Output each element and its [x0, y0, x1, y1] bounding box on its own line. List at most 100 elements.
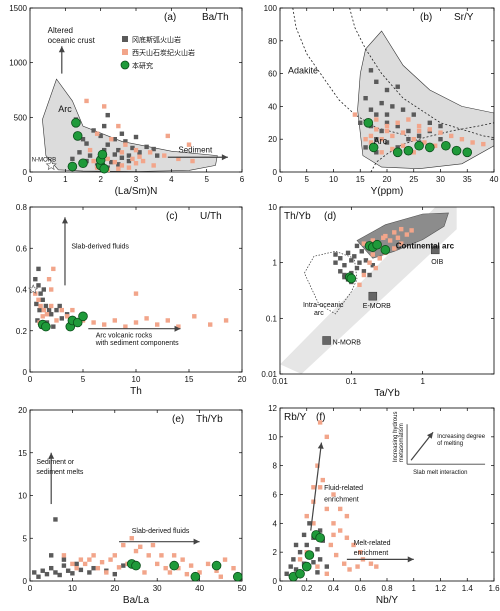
gangdese-arc-point	[51, 324, 56, 329]
gangdese-arc-point	[112, 152, 117, 157]
west-tianshan-point	[38, 303, 43, 309]
panel-f-data	[284, 420, 379, 582]
gangdese-arc-point	[130, 145, 135, 151]
panel-d-ytick-label: 10	[268, 203, 277, 212]
gangdese-arc-point	[288, 564, 293, 569]
gangdese-arc-point	[395, 84, 400, 89]
panel-e-xtick-label: 40	[195, 584, 204, 593]
gangdese-arc-point	[105, 142, 110, 147]
west-tianshan-point	[41, 307, 46, 313]
panel-f-xtick-label: 1.6	[488, 584, 500, 593]
panel-f-ytick-label: 8	[273, 462, 278, 471]
melt-enrichment-label: Melt-related	[354, 540, 391, 547]
gangdese-arc-point	[311, 560, 316, 565]
panel-b-xtick-label: 25	[409, 175, 418, 184]
west-tianshan-point	[406, 117, 411, 122]
panel-d: 0.01 0.1 1 0.01 0.1 1 10 Ta/Yb (d) Th/Yb OIB E-MORB…	[261, 203, 495, 399]
arc-sediment-label: Arc volcanic rocks	[96, 332, 153, 339]
west-tianshan-point	[297, 557, 303, 562]
panel-b-xtick-label: 0	[278, 175, 283, 184]
west-tianshan-point	[374, 127, 379, 132]
west-tianshan-point	[105, 156, 110, 162]
sediment-label: Sediment	[178, 145, 213, 154]
panel-d-xtick-label: 1	[420, 377, 425, 386]
west-tianshan-point	[344, 535, 350, 540]
gangdese-arc-point	[41, 287, 46, 292]
west-tianshan-point	[70, 561, 75, 567]
panel-b-ticks: 0 5 10 15 20 25 30 35 40 0 20 40 60 80 100	[264, 4, 499, 184]
gangdese-arc-point	[40, 297, 45, 303]
panel-d-fields	[280, 207, 457, 374]
gangdese-arc-point	[91, 565, 96, 571]
west-tianshan-point	[311, 499, 316, 504]
west-tianshan-point	[311, 485, 316, 490]
this-study-point	[99, 163, 109, 174]
gangdese-arc-point	[119, 131, 125, 136]
reference-label-n-morb: N-MORB	[333, 339, 362, 346]
west-tianshan-point	[368, 140, 374, 145]
gangdese-arc-point	[74, 561, 79, 567]
this-study-point	[363, 118, 374, 128]
west-tianshan-point	[116, 565, 122, 570]
altered-label: Altered	[48, 26, 73, 35]
panel-a-ytick-label: 0	[23, 168, 28, 177]
west-tianshan-point	[192, 314, 197, 319]
gangdese-arc-point	[84, 141, 89, 146]
panel-f-xtick-label: 1.2	[435, 584, 447, 593]
panel-f-xlabel: Nb/Y	[376, 595, 399, 606]
arc-label: Arc	[374, 136, 388, 146]
west-tianshan-point	[133, 161, 139, 166]
west-tianshan-point	[368, 133, 374, 139]
this-study-point	[424, 142, 435, 153]
gangdese-arc-point	[317, 528, 323, 533]
melt-enrichment-label-2: enrichment	[354, 550, 389, 557]
panel-e-xlabel: Ba/La	[123, 595, 150, 606]
west-tianshan-point	[150, 542, 156, 548]
west-tianshan-point	[324, 434, 330, 440]
degree-label: Increasing degree	[437, 434, 486, 440]
west-tianshan-point	[355, 564, 360, 569]
west-tianshan-point	[147, 150, 153, 155]
gangdese-arc-point	[384, 140, 390, 145]
west-tianshan-point	[370, 238, 376, 243]
gangdese-arc-point	[363, 145, 368, 150]
gangdese-arc-point	[370, 263, 376, 268]
this-study-point	[71, 118, 81, 128]
gangdese-arc-point	[126, 158, 132, 164]
slab-fluid-label: Slab-derived fluids	[132, 528, 190, 535]
gangdese-arc-point	[342, 263, 347, 268]
west-tianshan-point	[87, 557, 92, 562]
this-study-point	[346, 273, 357, 284]
west-tianshan-point	[392, 230, 397, 235]
panel-a-ratio: Ba/Th	[202, 12, 229, 23]
gangdese-arc-point	[307, 521, 312, 526]
panel-b-xtick-label: 10	[329, 175, 338, 184]
gangdese-arc-point	[33, 276, 38, 282]
mantle-array	[280, 207, 457, 374]
arc-field	[42, 78, 218, 172]
west-tianshan-point	[70, 307, 75, 313]
gangdese-arc-point	[374, 112, 379, 117]
this-study-point	[72, 317, 83, 328]
west-tianshan-point	[167, 570, 173, 575]
panel-c-ytick-label: 0.8	[16, 203, 28, 212]
west-tianshan-point	[180, 557, 185, 562]
panel-f-xtick-label: 0.4	[328, 584, 340, 593]
nmorb-star	[45, 159, 57, 171]
adakite-boundary-lower	[370, 122, 494, 172]
gangdese-arc-point	[427, 120, 432, 125]
gangdese-arc-point	[53, 517, 58, 522]
gangdese-arc-point	[77, 150, 82, 155]
west-tianshan-point	[95, 565, 101, 571]
gangdese-arc-point	[390, 104, 395, 109]
west-tianshan-point	[112, 553, 117, 558]
west-tianshan-point	[331, 532, 336, 538]
gangdese-arc-point	[342, 274, 347, 280]
this-study-point	[441, 140, 451, 151]
gangdese-arc-point	[116, 162, 121, 167]
panel-b-xtick-label: 20	[383, 175, 392, 184]
west-tianshan-point	[109, 137, 114, 142]
west-tianshan-point	[186, 142, 192, 147]
west-tianshan-point	[159, 553, 164, 558]
west-tianshan-point	[390, 133, 395, 139]
